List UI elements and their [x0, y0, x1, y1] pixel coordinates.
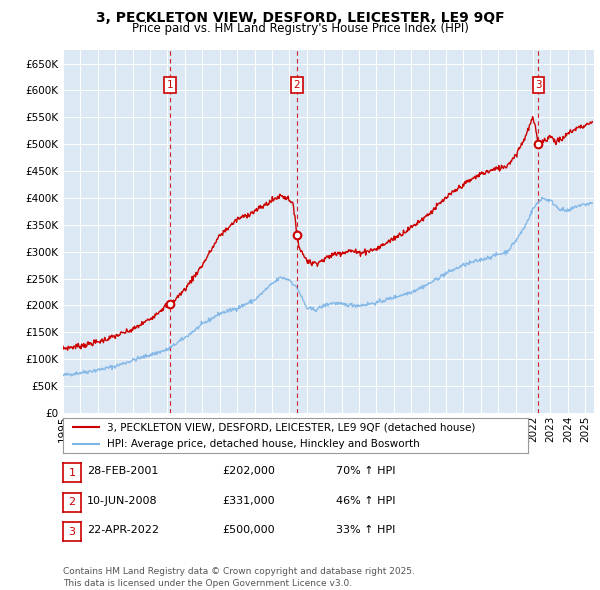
Text: 70% ↑ HPI: 70% ↑ HPI: [336, 467, 395, 476]
Text: 3, PECKLETON VIEW, DESFORD, LEICESTER, LE9 9QF (detached house): 3, PECKLETON VIEW, DESFORD, LEICESTER, L…: [107, 422, 476, 432]
Text: £331,000: £331,000: [222, 496, 275, 506]
Text: 33% ↑ HPI: 33% ↑ HPI: [336, 526, 395, 535]
Text: £500,000: £500,000: [222, 526, 275, 535]
Text: 46% ↑ HPI: 46% ↑ HPI: [336, 496, 395, 506]
Text: 3: 3: [535, 80, 542, 90]
Text: 22-APR-2022: 22-APR-2022: [87, 526, 159, 535]
Text: Contains HM Land Registry data © Crown copyright and database right 2025.
This d: Contains HM Land Registry data © Crown c…: [63, 568, 415, 588]
Text: 2: 2: [293, 80, 301, 90]
Text: HPI: Average price, detached house, Hinckley and Bosworth: HPI: Average price, detached house, Hinc…: [107, 440, 420, 449]
Text: 28-FEB-2001: 28-FEB-2001: [87, 467, 158, 476]
Text: Price paid vs. HM Land Registry's House Price Index (HPI): Price paid vs. HM Land Registry's House …: [131, 22, 469, 35]
Text: 3: 3: [68, 527, 76, 536]
Text: 1: 1: [167, 80, 173, 90]
Text: £202,000: £202,000: [222, 467, 275, 476]
Text: 3, PECKLETON VIEW, DESFORD, LEICESTER, LE9 9QF: 3, PECKLETON VIEW, DESFORD, LEICESTER, L…: [95, 11, 505, 25]
Text: 10-JUN-2008: 10-JUN-2008: [87, 496, 158, 506]
Text: 2: 2: [68, 497, 76, 507]
Text: 1: 1: [68, 468, 76, 477]
